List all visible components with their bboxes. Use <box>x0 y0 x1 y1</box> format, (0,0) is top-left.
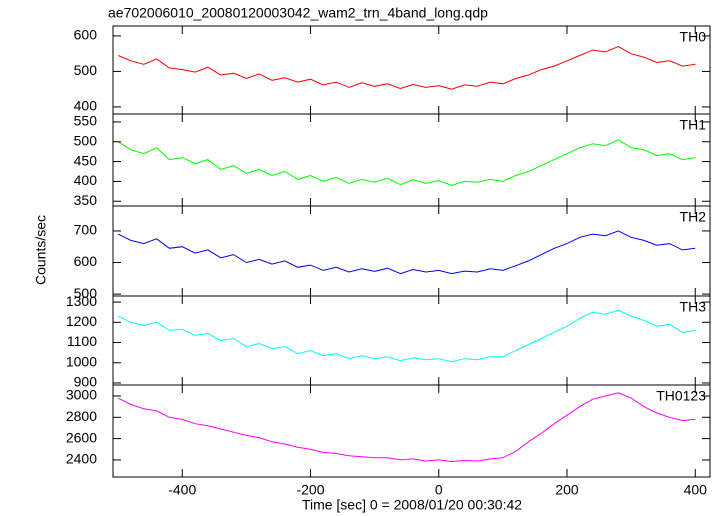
y-tick-label: 2600 <box>66 429 97 445</box>
y-tick-label: 500 <box>74 62 98 78</box>
y-tick-label: 600 <box>74 27 98 43</box>
y-tick-label: 600 <box>74 253 98 269</box>
panel-frame <box>112 113 711 207</box>
y-tick-label: 350 <box>74 192 98 208</box>
panel-frame <box>112 384 711 478</box>
y-axis-label: Counts/sec <box>33 215 49 285</box>
legend-label: TH1 <box>680 117 707 133</box>
data-line <box>117 46 696 90</box>
x-tick-label: 400 <box>684 482 708 498</box>
y-tick-label: 1300 <box>66 293 97 309</box>
y-tick-label: 500 <box>74 132 98 148</box>
y-tick-label: 900 <box>74 374 98 390</box>
data-line <box>117 309 696 363</box>
y-tick-label: 2800 <box>66 408 97 424</box>
data-line <box>117 230 696 275</box>
data-line <box>117 139 696 186</box>
x-tick-label: 200 <box>555 482 579 498</box>
y-tick-label: 450 <box>74 152 98 168</box>
y-tick-label: 400 <box>74 98 98 114</box>
y-tick-label: 700 <box>74 222 98 238</box>
legend-label: TH0123 <box>656 388 706 404</box>
x-tick-label: -200 <box>296 482 324 498</box>
legend-label: TH3 <box>680 299 707 315</box>
legend-label: TH2 <box>680 209 707 225</box>
y-tick-label: 400 <box>74 172 98 188</box>
y-tick-label: 500 <box>74 285 98 301</box>
x-tick-label: -400 <box>168 482 196 498</box>
panel-frame <box>112 25 711 115</box>
y-tick-label: 550 <box>74 113 98 129</box>
y-tick-label: 1200 <box>66 313 97 329</box>
y-tick-label: 2400 <box>66 451 97 467</box>
x-axis-label: Time [sec] 0 = 2008/01/20 00:30:42 <box>302 497 522 513</box>
legend-label: TH0 <box>680 29 707 45</box>
panel-frame <box>112 295 711 386</box>
data-line <box>117 392 696 463</box>
x-tick-label: 0 <box>435 482 443 498</box>
chart-title: ae702006010_20080120003042_wam2_trn_4ban… <box>108 5 488 21</box>
y-tick-label: 1100 <box>67 333 97 349</box>
y-tick-label: 1000 <box>66 353 97 369</box>
y-tick-label: 3000 <box>66 387 97 403</box>
